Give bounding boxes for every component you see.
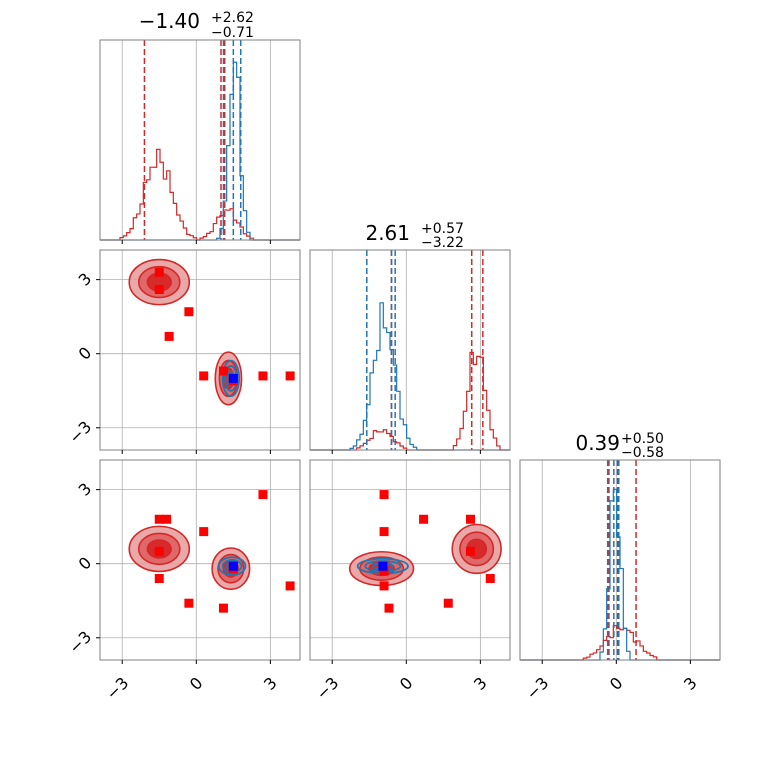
red-point-marker: [465, 546, 475, 556]
panel-r2c2: [520, 460, 720, 661]
title-param-3-minus: −0.58: [621, 445, 664, 461]
title-param-2-plus: +0.57: [421, 221, 464, 237]
red-point-marker: [258, 371, 268, 381]
panel-frame: [309, 249, 511, 451]
red-point-marker: [218, 366, 228, 376]
title-param-3-plus: +0.50: [621, 431, 664, 447]
blue-point-marker: [378, 561, 388, 571]
panel-frame: [99, 249, 301, 451]
y-tick-label: −3: [65, 417, 95, 447]
title-param-2-value: 2.61: [365, 221, 410, 245]
x-tick-label: 3: [260, 673, 281, 694]
red-point-marker: [154, 574, 164, 584]
y-tick-label: 3: [75, 269, 96, 290]
red-point-marker: [285, 371, 295, 381]
red-point-marker: [199, 371, 209, 381]
red-point-marker: [379, 581, 389, 591]
red-point-marker: [162, 514, 172, 524]
red-point-marker: [164, 331, 174, 341]
red-point-marker: [258, 490, 268, 500]
y-tick-label: −3: [65, 627, 95, 657]
panel-frame: [99, 39, 301, 241]
y-tick-label: 0: [75, 343, 96, 364]
title-param-3-value: 0.39: [575, 431, 620, 455]
x-tick-label: 0: [606, 673, 627, 694]
blue-contour: [221, 359, 241, 398]
red-point-marker: [218, 603, 228, 613]
x-tick-label: −3: [312, 673, 342, 703]
panel-r2c1: [310, 460, 510, 660]
red-point-marker: [285, 581, 295, 591]
red-point-marker: [443, 598, 453, 608]
red-point-marker: [379, 490, 389, 500]
red-point-marker: [465, 514, 475, 524]
y-tick-label: 0: [75, 553, 96, 574]
red-point-marker: [154, 514, 164, 524]
x-tick-label: −3: [522, 673, 552, 703]
x-tick-label: 3: [470, 673, 491, 694]
red-point-marker: [154, 285, 164, 295]
red-point-marker: [154, 267, 164, 277]
red-point-marker: [199, 527, 209, 537]
blue-point-marker: [228, 561, 238, 571]
panel-r0c0: [100, 40, 300, 241]
title-param-1-plus: +2.62: [211, 10, 254, 26]
title-param-1-minus: −0.71: [211, 25, 254, 41]
red-point-marker: [485, 574, 495, 584]
y-tick-label: 3: [75, 479, 96, 500]
red-point-marker: [379, 527, 389, 537]
panel-frame: [519, 459, 721, 661]
panel-r1c1: [310, 250, 510, 451]
x-tick-label: 3: [680, 673, 701, 694]
panel-frame: [309, 459, 511, 661]
x-tick-label: 0: [396, 673, 417, 694]
red-point-marker: [384, 603, 394, 613]
title-param-2-minus: −3.22: [421, 235, 464, 251]
red-point-marker: [419, 514, 429, 524]
panel-frame: [99, 459, 301, 661]
panel-r2c0: [100, 460, 300, 660]
red-point-marker: [379, 566, 389, 576]
red-point-marker: [154, 546, 164, 556]
panel-r1c0: [100, 250, 300, 450]
red-point-marker: [184, 307, 194, 317]
blue-point-marker: [228, 373, 238, 383]
x-tick-label: −3: [102, 673, 132, 703]
blue-contour: [217, 556, 247, 576]
title-param-1-value: −1.40: [139, 9, 200, 33]
red-point-marker: [184, 598, 194, 608]
x-tick-label: 0: [186, 673, 207, 694]
